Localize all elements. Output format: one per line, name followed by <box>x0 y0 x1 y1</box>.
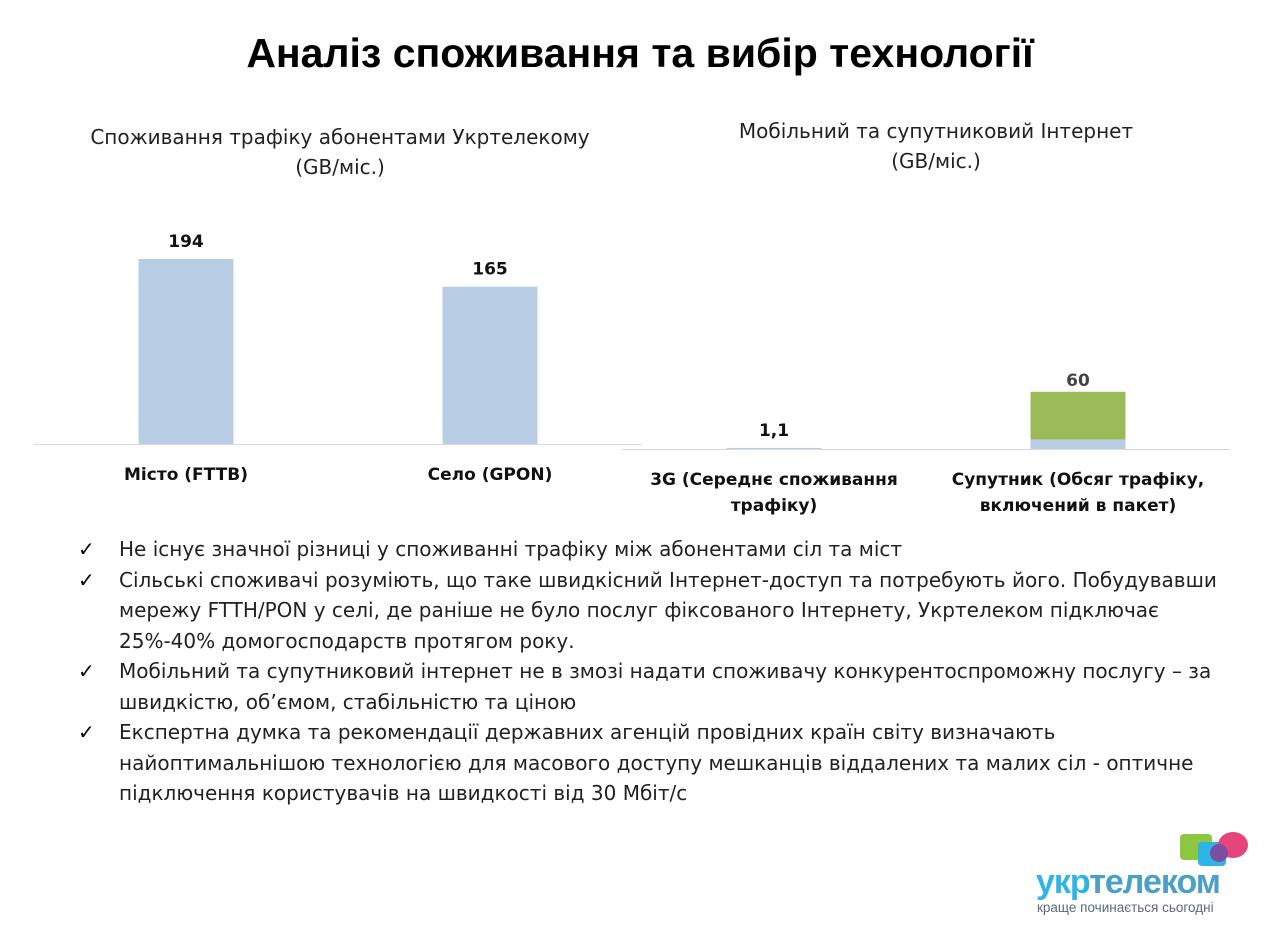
logo-word-part1: укр <box>1036 863 1090 901</box>
chart2-value-label: 60 <box>1066 371 1090 391</box>
chart1-title-line1: Споживання трафіку абонентами Укртелеком… <box>90 125 590 149</box>
bullet-item: ✓ Сільські споживачі розуміють, що таке ш… <box>78 565 1248 657</box>
check-icon: ✓ <box>78 537 95 561</box>
chart2-category-label: Супутник (Обсяг трафіку, <box>952 470 1205 490</box>
chart2-title-line1: Мобільний та супутниковий Інтернет <box>738 119 1134 143</box>
page-title: Аналіз споживання та вибір технології <box>246 30 1034 76</box>
chart1-bar <box>442 286 538 444</box>
check-icon: ✓ <box>78 659 95 683</box>
bullet-text: Сільські споживачі розуміють, що таке шв… <box>119 567 1217 653</box>
chart2-value-label: 1,1 <box>759 421 789 441</box>
ukrtelecom-logo: укртелеком краще починається сьогодні <box>1030 828 1250 918</box>
logo-tagline: краще починається сьогодні <box>1037 900 1214 915</box>
charts-canvas: 194 Місто (FTTB) 165 Село (GPON) 1,1 3G (Сере… <box>34 232 1230 516</box>
chart2-category-label: 3G (Середнє споживання <box>650 470 898 490</box>
bullet-text: Експертна думка та рекомендації державни… <box>119 720 1194 805</box>
logo-word-part2: телеком <box>1089 863 1221 901</box>
chart2-bar-segment <box>1030 439 1126 449</box>
bullet-text: Не існує значної різниці у споживанні тр… <box>119 537 903 561</box>
bullet-text: Мобільний та супутниковий інтернет не в … <box>119 659 1212 714</box>
chart1-value-label: 165 <box>472 260 508 280</box>
chart2-bar-segment <box>1030 391 1126 440</box>
check-icon: ✓ <box>78 720 95 744</box>
bullet-item: ✓ Мобільний та супутниковий інтернет не в… <box>78 656 1248 717</box>
logo-wordmark: укртелеком <box>1036 863 1221 901</box>
chart2-title: Мобільний та супутниковий Інтернет (GB/м… <box>636 116 1236 176</box>
bullet-item: ✓ Не існує значної різниці у споживанні т… <box>78 534 1248 565</box>
chart2-category-label: трафіку) <box>731 496 818 516</box>
chart2-title-line2: (GB/міс.) <box>891 149 981 173</box>
logo-purple-bubble-icon <box>1210 844 1228 862</box>
check-icon: ✓ <box>78 567 95 592</box>
chart2-bar-segment <box>726 447 822 449</box>
bullet-item: ✓ Експертна думка та рекомендації державн… <box>78 717 1248 809</box>
chart2-category-label: включений в пакет) <box>980 496 1177 516</box>
chart1-title: Споживання трафіку абонентами Укртелеком… <box>40 122 640 182</box>
chart1-category-label: Село (GPON) <box>428 465 553 485</box>
chart1-title-line2: (GB/міс.) <box>295 155 385 179</box>
chart1-category-label: Місто (FTTB) <box>124 465 248 485</box>
chart1-value-label: 194 <box>168 232 204 252</box>
chart1-bar <box>138 259 234 444</box>
bullet-list: ✓ Не існує значної різниці у споживанні т… <box>78 534 1248 809</box>
